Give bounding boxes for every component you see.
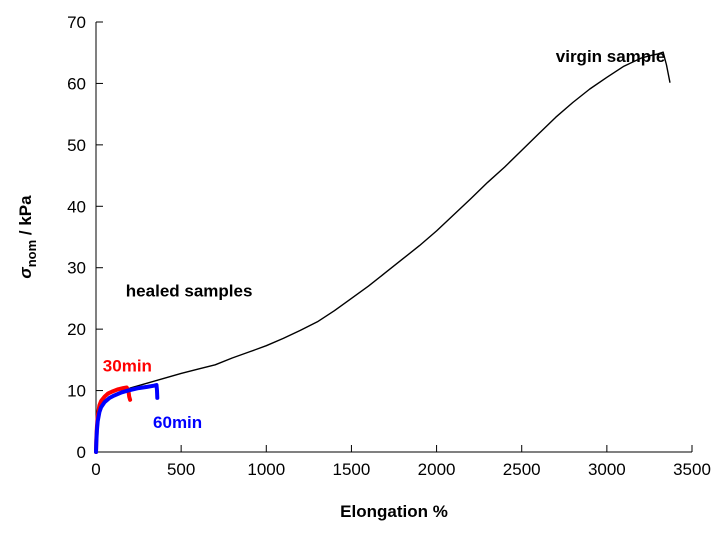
x-tick-label: 2000 — [418, 460, 456, 479]
y-tick-label: 60 — [67, 74, 86, 93]
y-axis-title-symbol: σ — [16, 267, 35, 279]
y-tick-label: 70 — [67, 13, 86, 32]
x-tick-label: 2500 — [503, 460, 541, 479]
x-axis-title: Elongation % — [340, 502, 448, 521]
annotation-label: virgin sample — [556, 47, 666, 66]
x-tick-label: 0 — [91, 460, 100, 479]
x-tick-label: 3500 — [673, 460, 711, 479]
y-tick-label: 10 — [67, 382, 86, 401]
y-tick-label: 30 — [67, 259, 86, 278]
annotation-label: healed samples — [126, 282, 253, 301]
y-tick-label: 40 — [67, 197, 86, 216]
y-tick-label: 50 — [67, 136, 86, 155]
y-axis-title-unit: / kPa — [16, 195, 35, 240]
annotation-label: 30min — [103, 357, 152, 376]
plot-area — [95, 22, 692, 453]
series-line-virgin — [95, 51, 671, 453]
x-tick-label: 500 — [167, 460, 195, 479]
x-tick-label: 3000 — [588, 460, 626, 479]
annotation-layer: virgin sample healed samples 30min 60min — [103, 47, 666, 432]
series-layer — [94, 51, 671, 454]
y-tick-label: 0 — [77, 443, 86, 462]
y-tick-label: 20 — [67, 320, 86, 339]
x-tick-label: 1500 — [333, 460, 371, 479]
y-axis-title-subscript: nom — [24, 240, 39, 267]
x-tick-label: 1000 — [247, 460, 285, 479]
annotation-label: 60min — [153, 413, 202, 432]
axis-ticks: 0 500 1000 1500 2000 2500 3000 3500 0 10 20 30 40 50 6… — [67, 13, 711, 479]
y-axis-title: σnom / kPa — [16, 195, 39, 279]
series-line-60min — [94, 383, 160, 454]
